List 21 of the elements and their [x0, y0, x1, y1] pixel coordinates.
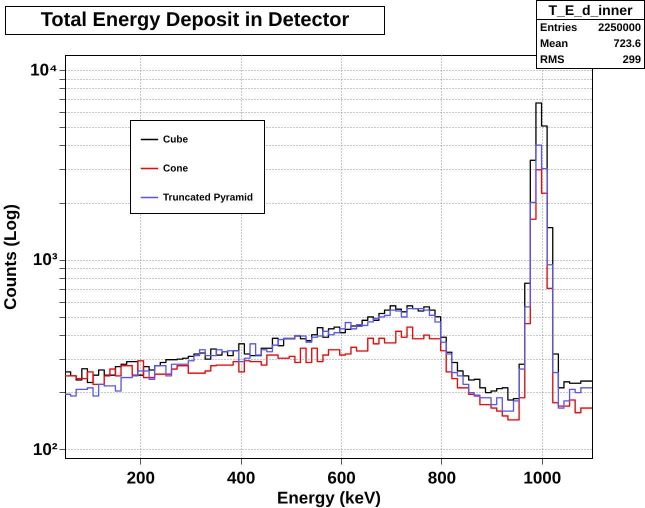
text: 299 — [622, 54, 641, 66]
x-tick-label: 1000 — [523, 468, 562, 488]
text: Entries — [540, 22, 578, 34]
x-tick-label: 800 — [428, 468, 456, 488]
annotation: RMS — [540, 54, 564, 66]
text: 723.6 — [613, 38, 641, 50]
x-tick-label: 400 — [226, 468, 256, 488]
x-tick-label: 600 — [327, 468, 356, 488]
text: Mean — [540, 38, 568, 50]
legend-label: Truncated Pyramid — [163, 192, 254, 204]
text: T_E_d_inner — [537, 1, 644, 20]
x-axis-title: Energy (keV) — [277, 488, 381, 508]
x-tick-label: 200 — [126, 468, 155, 488]
y-tick-label: 10⁴ — [30, 60, 58, 80]
text: 2250000 — [598, 22, 641, 34]
legend-label: Cube — [163, 134, 188, 146]
y-tick-label: 10³ — [32, 250, 58, 270]
y-axis-title: Counts (Log) — [1, 204, 20, 310]
y-tick-label: 10² — [32, 440, 58, 459]
chart-title: Total Energy Deposit in Detector — [5, 6, 385, 35]
legend-label: Cone — [163, 164, 188, 174]
